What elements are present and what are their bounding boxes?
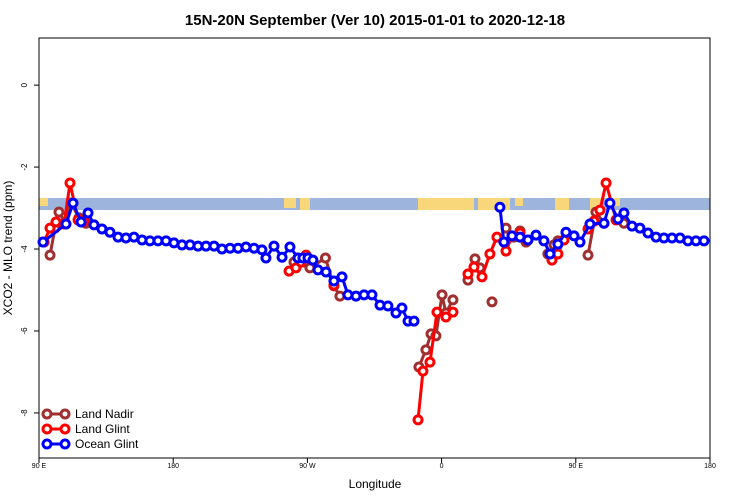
point <box>382 300 394 312</box>
point <box>408 315 420 327</box>
point <box>447 306 459 318</box>
point <box>268 240 280 252</box>
point <box>412 414 424 426</box>
legend-label: Ocean Glint <box>75 437 139 451</box>
point <box>396 302 408 314</box>
point <box>604 197 616 209</box>
point <box>67 197 79 209</box>
x-tick-label: 90 W <box>299 463 316 470</box>
point <box>538 235 550 247</box>
point <box>500 245 512 257</box>
point <box>582 249 594 261</box>
point <box>436 289 448 301</box>
plot-frame <box>38 37 711 459</box>
point <box>598 217 610 229</box>
point <box>476 271 488 283</box>
point <box>307 254 319 266</box>
y-tick-label: -6 <box>20 327 29 335</box>
point <box>64 177 76 189</box>
y-tick-label: -2 <box>20 163 29 171</box>
point <box>417 365 429 377</box>
land-ocean-strip <box>39 198 710 210</box>
legend-label: Land Glint <box>75 422 130 436</box>
point <box>319 252 331 264</box>
y-tick-label: -8 <box>20 409 29 417</box>
point <box>594 204 606 216</box>
point <box>75 216 87 228</box>
point <box>336 271 348 283</box>
point <box>600 177 612 189</box>
point <box>60 218 72 230</box>
point <box>88 219 100 231</box>
point <box>552 238 564 250</box>
point <box>522 234 534 246</box>
series <box>37 197 710 327</box>
point <box>320 266 332 278</box>
point <box>574 236 586 248</box>
y-tick-label: 0 <box>20 82 29 87</box>
point <box>698 235 710 247</box>
point <box>618 207 630 219</box>
legend-marker <box>59 438 71 450</box>
x-axis-label: Longitude <box>349 477 402 491</box>
point <box>328 275 340 287</box>
point <box>44 222 56 234</box>
point <box>484 248 496 260</box>
series <box>38 177 622 426</box>
point <box>104 226 116 238</box>
x-tick-label: 180 <box>167 463 179 470</box>
point <box>486 296 498 308</box>
point <box>642 227 654 239</box>
x-tick-label: 90 E <box>32 463 47 470</box>
point <box>612 213 624 225</box>
point <box>584 218 596 230</box>
chart-title: 15N-20N September (Ver 10) 2015-01-01 to… <box>185 12 565 29</box>
point <box>530 229 542 241</box>
point <box>440 311 452 323</box>
legend-marker <box>41 408 53 420</box>
point <box>420 344 432 356</box>
point <box>256 244 268 256</box>
legend-marker <box>41 423 53 435</box>
point <box>284 241 296 253</box>
point <box>424 356 436 368</box>
x-tick-label: 0 <box>440 463 444 470</box>
point <box>276 251 288 263</box>
point <box>431 306 443 318</box>
x-tick-label: 180 <box>704 463 716 470</box>
x-tick-label: 90 E <box>569 463 584 470</box>
y-axis-label: XCO2 - MLO trend (ppm) <box>1 181 15 316</box>
point <box>468 261 480 273</box>
legend-marker <box>59 408 71 420</box>
point <box>447 294 459 306</box>
point <box>44 249 56 261</box>
point <box>491 231 503 243</box>
point <box>260 252 272 264</box>
point <box>53 206 65 218</box>
point <box>498 236 510 248</box>
point <box>568 230 580 242</box>
y-tick-label: -4 <box>20 245 29 253</box>
point <box>494 201 506 213</box>
series-line <box>42 182 618 421</box>
point <box>544 248 556 260</box>
point <box>634 222 646 234</box>
legend-marker <box>41 438 53 450</box>
point <box>462 268 474 280</box>
legend-label: Land Nadir <box>75 407 134 421</box>
point <box>82 207 94 219</box>
legend-marker <box>59 423 71 435</box>
point <box>37 236 49 248</box>
point <box>366 289 378 301</box>
